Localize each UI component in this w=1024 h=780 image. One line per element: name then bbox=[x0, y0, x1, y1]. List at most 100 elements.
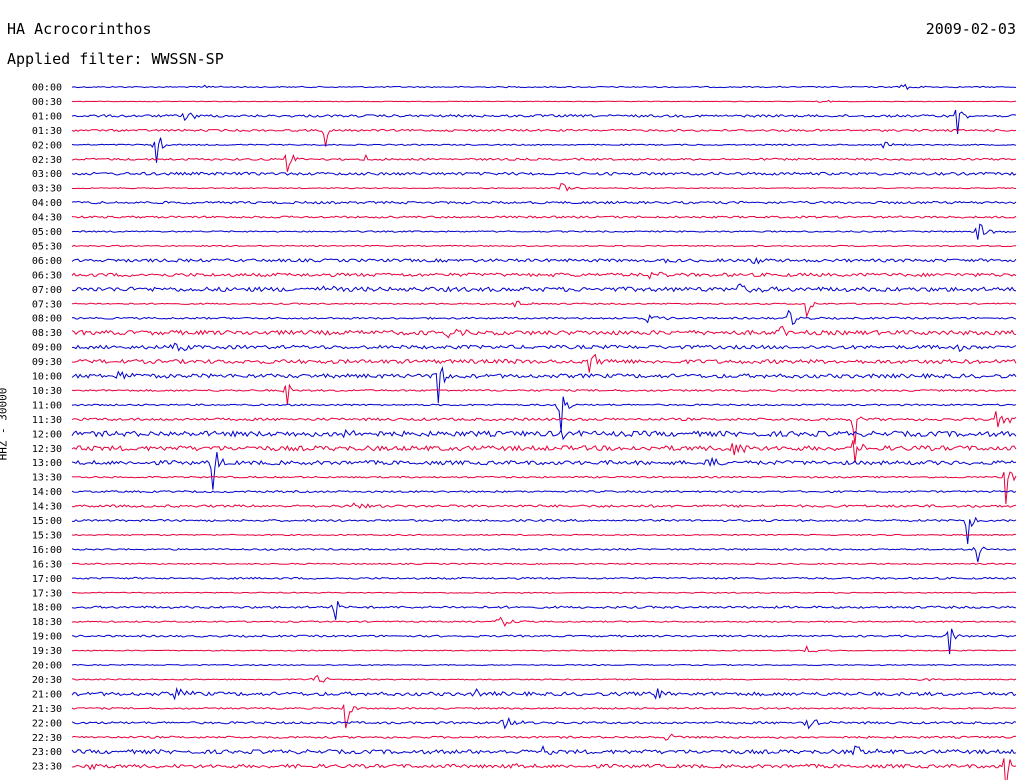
trace-row bbox=[71, 533, 1016, 537]
trace-row bbox=[71, 257, 1017, 265]
trace-row bbox=[71, 546, 1017, 563]
trace-row bbox=[71, 686, 1017, 701]
trace-row bbox=[71, 383, 1017, 405]
trace-row bbox=[71, 325, 1017, 339]
time-tick-label: 17:00 bbox=[32, 574, 62, 585]
filter-label: Applied filter: WWSSN-SP bbox=[7, 50, 224, 68]
time-tick-label: 13:30 bbox=[32, 473, 62, 484]
trace-row bbox=[71, 502, 1017, 509]
time-tick-label: 06:00 bbox=[32, 256, 62, 267]
time-tick-label: 09:00 bbox=[32, 343, 62, 354]
trace-row bbox=[71, 716, 1017, 730]
time-tick-label: 12:30 bbox=[32, 444, 62, 455]
time-tick-label: 22:00 bbox=[32, 718, 62, 729]
trace-row bbox=[71, 200, 1017, 205]
time-tick-label: 22:30 bbox=[32, 733, 62, 744]
time-tick-label: 09:30 bbox=[32, 357, 62, 368]
trace-row bbox=[71, 429, 1017, 441]
trace-row bbox=[71, 440, 1017, 463]
trace-row bbox=[71, 628, 1017, 655]
trace-row bbox=[71, 153, 1016, 172]
time-tick-label: 21:30 bbox=[32, 704, 62, 715]
time-tick-label: 11:00 bbox=[32, 400, 62, 411]
time-tick-label: 07:00 bbox=[32, 285, 62, 296]
trace-row bbox=[71, 562, 1017, 565]
time-tick-label: 11:30 bbox=[32, 415, 62, 426]
trace-row bbox=[71, 128, 1017, 147]
time-tick-label: 21:00 bbox=[32, 689, 62, 700]
time-tick-label: 06:30 bbox=[32, 270, 62, 281]
time-tick-label: 10:00 bbox=[32, 372, 62, 383]
trace-row bbox=[71, 516, 1017, 544]
time-tick-label: 15:30 bbox=[32, 530, 62, 541]
trace-row bbox=[71, 616, 1016, 627]
station-title: HA Acrocorinthos bbox=[7, 20, 152, 38]
time-tick-label: 08:30 bbox=[32, 328, 62, 339]
time-tick-label: 14:30 bbox=[32, 502, 62, 513]
trace-row bbox=[71, 99, 1017, 103]
time-tick-label: 05:30 bbox=[32, 241, 62, 252]
time-tick-label: 03:30 bbox=[32, 184, 62, 195]
trace-row bbox=[71, 215, 1017, 219]
trace-row bbox=[71, 758, 1017, 780]
time-tick-label: 19:30 bbox=[32, 646, 62, 657]
trace-row bbox=[71, 365, 1017, 404]
time-tick-label: 13:00 bbox=[32, 458, 62, 469]
time-tick-label: 00:30 bbox=[32, 97, 62, 108]
trace-row bbox=[71, 452, 1017, 490]
time-tick-label: 01:30 bbox=[32, 126, 62, 137]
trace-row bbox=[71, 137, 1017, 163]
trace-row bbox=[71, 703, 1017, 729]
time-tick-label: 01:00 bbox=[32, 111, 62, 122]
trace-row bbox=[71, 663, 1017, 667]
trace-row bbox=[71, 674, 1017, 683]
time-tick-label: 08:00 bbox=[32, 314, 62, 325]
trace-row bbox=[71, 411, 1017, 445]
time-tick-label: 18:30 bbox=[32, 617, 62, 628]
time-tick-label: 14:00 bbox=[32, 487, 62, 498]
trace-row bbox=[72, 183, 1017, 192]
time-tick-label: 03:00 bbox=[32, 169, 62, 180]
trace-row bbox=[71, 109, 1017, 134]
time-tick-label: 16:00 bbox=[32, 545, 62, 556]
time-tick-label: 04:00 bbox=[32, 198, 62, 209]
time-tick-label: 10:30 bbox=[32, 386, 62, 397]
time-tick-label: 18:00 bbox=[32, 603, 62, 614]
time-tick-label: 16:30 bbox=[32, 559, 62, 570]
time-tick-label: 12:00 bbox=[32, 429, 62, 440]
trace-row bbox=[71, 645, 1017, 653]
time-tick-label: 23:00 bbox=[32, 747, 62, 758]
time-tick-label: 02:00 bbox=[32, 140, 62, 151]
trace-row bbox=[71, 271, 1017, 280]
time-tick-label: 04:30 bbox=[32, 213, 62, 224]
trace-row bbox=[71, 601, 1017, 620]
time-tick-label: 00:00 bbox=[32, 83, 62, 94]
trace-row bbox=[71, 171, 1017, 176]
trace-row bbox=[71, 471, 1017, 505]
date-label: 2009-02-03 bbox=[925, 20, 1016, 38]
time-tick-label: 20:30 bbox=[32, 675, 62, 686]
trace-row bbox=[71, 309, 1017, 325]
time-tick-label: 02:30 bbox=[32, 155, 62, 166]
trace-row bbox=[71, 745, 1017, 756]
trace-row bbox=[71, 300, 1017, 319]
trace-row bbox=[71, 353, 1017, 373]
time-tick-label: 20:00 bbox=[32, 661, 62, 672]
trace-row bbox=[71, 733, 1017, 741]
trace-row bbox=[71, 283, 1017, 293]
time-tick-label: 19:00 bbox=[32, 632, 62, 643]
trace-row bbox=[71, 576, 1017, 580]
trace-row bbox=[71, 342, 1017, 353]
time-tick-label: 23:30 bbox=[32, 762, 62, 773]
time-tick-label: 17:30 bbox=[32, 588, 62, 599]
trace-row bbox=[71, 244, 1017, 248]
time-tick-label: 07:30 bbox=[32, 299, 62, 310]
trace-row bbox=[71, 396, 1017, 432]
trace-row bbox=[71, 223, 1017, 240]
time-tick-label: 15:00 bbox=[32, 516, 62, 527]
trace-row bbox=[71, 591, 1017, 594]
trace-row bbox=[71, 490, 1017, 494]
time-tick-label: 05:00 bbox=[32, 227, 62, 238]
trace-row bbox=[71, 83, 1017, 91]
